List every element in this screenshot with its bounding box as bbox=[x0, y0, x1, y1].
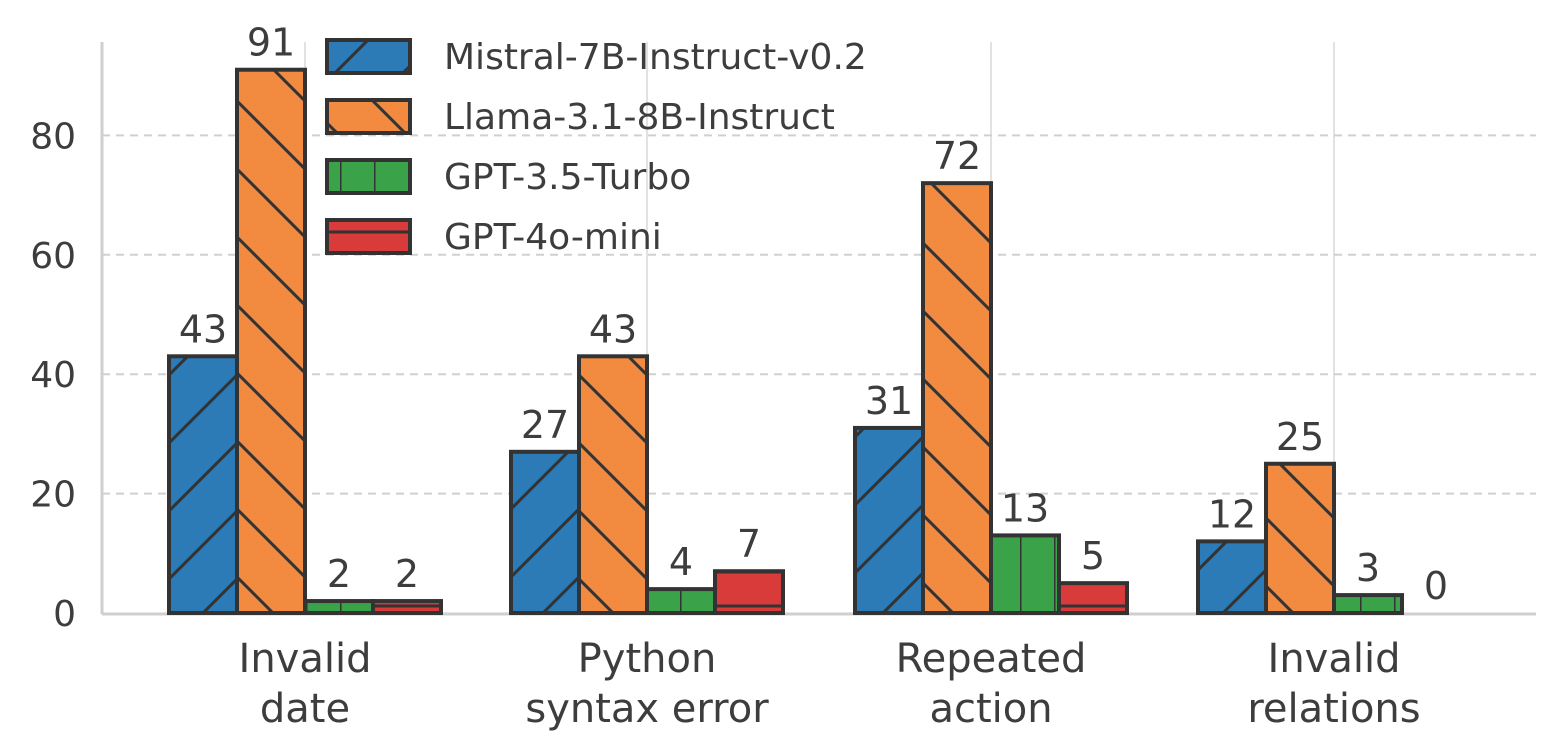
bar-gpt-3-5-turbo-invalid-date bbox=[303, 599, 375, 615]
data-label-gpt-4o-mini-invalid-relations: 0 bbox=[1424, 564, 1448, 608]
data-label-llama-3-1-8b-instruct-invalid-date: 91 bbox=[247, 21, 295, 65]
y-tick-label: 60 bbox=[30, 236, 76, 277]
data-label-mistral-7b-instruct-v0-2-python-syntax-error: 27 bbox=[521, 403, 569, 447]
data-label-gpt-3-5-turbo-invalid-date: 2 bbox=[327, 552, 351, 596]
x-category-label-line: action bbox=[929, 686, 1052, 732]
bar-gpt-4o-mini-python-syntax-error bbox=[713, 569, 785, 616]
data-label-gpt-4o-mini-python-syntax-error: 7 bbox=[737, 522, 761, 566]
bar-llama-3-1-8b-instruct-invalid-date bbox=[235, 67, 307, 616]
bar-gpt-3-5-turbo-invalid-relations bbox=[1332, 593, 1404, 616]
y-tick-label: 40 bbox=[30, 355, 76, 396]
legend-label-llama-3-1-8b-instruct: Llama-3.1-8B-Instruct bbox=[444, 97, 835, 138]
data-label-mistral-7b-instruct-v0-2-invalid-relations: 12 bbox=[1208, 492, 1256, 536]
x-category-label-line: syntax error bbox=[525, 686, 769, 732]
x-category-label-repeated-action: Repeated action bbox=[896, 636, 1087, 732]
data-label-mistral-7b-instruct-v0-2-invalid-date: 43 bbox=[179, 307, 227, 351]
legend: Mistral-7B-Instruct-v0.2 Llama-3.1-8B-Ins… bbox=[325, 37, 867, 258]
bar-mistral-7b-instruct-v0-2-invalid-date bbox=[167, 354, 239, 615]
x-category-label-line: date bbox=[260, 686, 350, 732]
bar-mistral-7b-instruct-v0-2-invalid-relations bbox=[1196, 539, 1268, 615]
x-category-label-line: relations bbox=[1247, 686, 1420, 732]
bar-llama-3-1-8b-instruct-invalid-relations bbox=[1264, 461, 1336, 615]
bars bbox=[167, 67, 1404, 616]
y-tick-label: 0 bbox=[53, 594, 76, 635]
legend-label-gpt-4o-mini: GPT-4o-mini bbox=[444, 217, 662, 258]
x-category-label-invalid-date: Invalid date bbox=[239, 636, 372, 732]
bar-mistral-7b-instruct-v0-2-repeated-action bbox=[853, 425, 925, 615]
legend-label-mistral-7b-instruct-v0-2: Mistral-7B-Instruct-v0.2 bbox=[444, 37, 867, 78]
x-category-label-line: Invalid bbox=[1268, 636, 1401, 682]
bar-gpt-3-5-turbo-repeated-action bbox=[989, 533, 1061, 616]
data-labels: 43 91 2 2 27 43 4 7 31 72 13 5 12 25 3 0 bbox=[179, 21, 1448, 608]
y-tick-label: 20 bbox=[30, 475, 76, 516]
bar-mistral-7b-instruct-v0-2-python-syntax-error bbox=[509, 449, 581, 615]
legend-swatch-llama-3-1-8b-instruct bbox=[325, 98, 412, 135]
legend-swatch-gpt-3-5-turbo bbox=[325, 158, 412, 195]
x-category-label-line: Python bbox=[578, 636, 717, 682]
bar-gpt-4o-mini-repeated-action bbox=[1057, 581, 1129, 616]
x-category-label-python-syntax-error: Python syntax error bbox=[525, 636, 769, 732]
data-label-llama-3-1-8b-instruct-repeated-action: 72 bbox=[933, 134, 981, 178]
bar-llama-3-1-8b-instruct-python-syntax-error bbox=[577, 354, 649, 615]
data-label-gpt-3-5-turbo-repeated-action: 13 bbox=[1001, 486, 1049, 530]
data-label-llama-3-1-8b-instruct-python-syntax-error: 43 bbox=[589, 307, 637, 351]
bar-gpt-4o-mini-invalid-date bbox=[371, 599, 443, 615]
legend-swatch-gpt-4o-mini bbox=[325, 218, 412, 255]
data-label-gpt-3-5-turbo-invalid-relations: 3 bbox=[1356, 546, 1380, 590]
x-category-label-invalid-relations: Invalid relations bbox=[1247, 636, 1420, 732]
data-label-mistral-7b-instruct-v0-2-repeated-action: 31 bbox=[865, 379, 913, 423]
data-label-gpt-4o-mini-invalid-date: 2 bbox=[395, 552, 419, 596]
data-label-gpt-3-5-turbo-python-syntax-error: 4 bbox=[669, 540, 693, 584]
bar-gpt-3-5-turbo-python-syntax-error bbox=[645, 587, 717, 615]
y-tick-label: 80 bbox=[30, 116, 76, 157]
x-category-label-line: Repeated bbox=[896, 636, 1087, 682]
data-label-gpt-4o-mini-repeated-action: 5 bbox=[1081, 534, 1105, 578]
x-category-label-line: Invalid bbox=[239, 636, 372, 682]
legend-label-gpt-3-5-turbo: GPT-3.5-Turbo bbox=[444, 157, 691, 198]
data-label-llama-3-1-8b-instruct-invalid-relations: 25 bbox=[1276, 415, 1324, 459]
legend-swatch-mistral-7b-instruct-v0-2 bbox=[325, 38, 412, 75]
bar-llama-3-1-8b-instruct-repeated-action bbox=[921, 181, 993, 615]
